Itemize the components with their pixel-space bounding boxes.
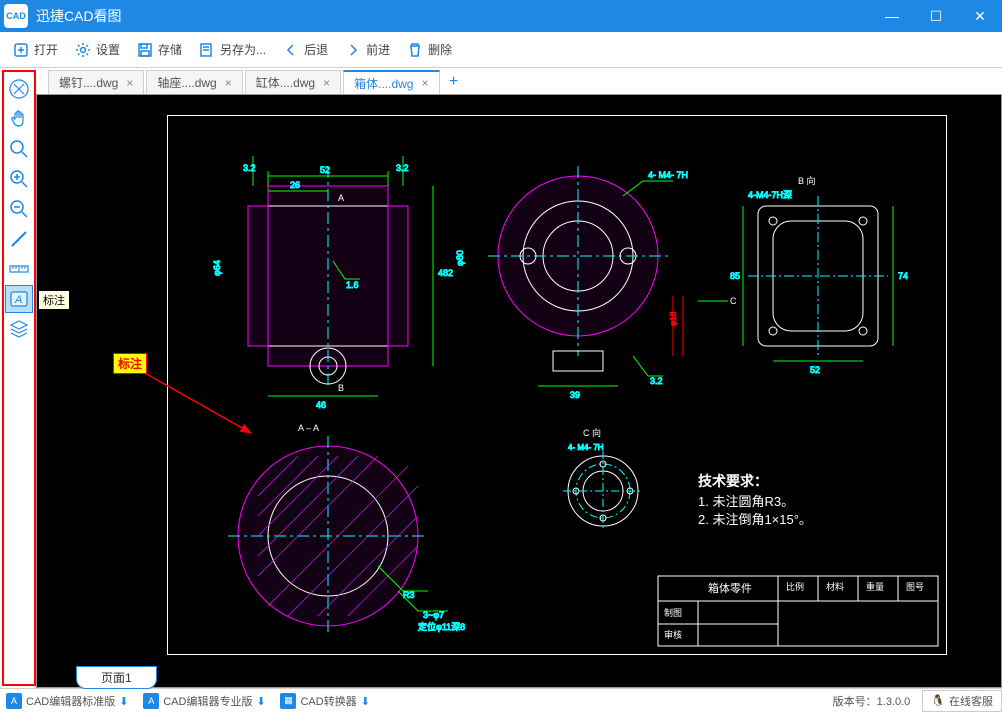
status-link-std[interactable]: ACAD编辑器标准版⬇ [0,691,137,711]
zoom-tool[interactable] [5,135,33,163]
open-button[interactable]: 打开 [4,37,66,63]
select-tool[interactable] [5,75,33,103]
forward-icon [344,41,362,59]
svg-text:审核: 审核 [664,629,682,640]
pan-tool[interactable] [5,105,33,133]
svg-text:箱体零件: 箱体零件 [708,581,752,595]
tab-4[interactable]: 箱体....dwg× [343,70,439,94]
drawing-frame: 52 26 3.2 3.2 46 482 φ64 A B 1.6 [167,115,947,655]
close-icon[interactable]: × [126,76,133,90]
zoomout-tool[interactable] [5,195,33,223]
close-icon[interactable]: × [225,76,232,90]
status-link-conv[interactable]: ▦CAD转换器⬇ [274,691,378,711]
svg-text:4- M4- 7H: 4- M4- 7H [568,443,604,452]
layers-tool[interactable] [5,315,33,343]
tab-bar: 螺钉....dwg× 轴座....dwg× 缸体....dwg× 箱体....d… [36,68,1002,94]
close-icon[interactable]: × [421,76,428,90]
customer-service-button[interactable]: 🐧在线客服 [922,690,1002,712]
page-tab-1[interactable]: 页面1 [76,666,157,689]
svg-text:482: 482 [438,268,453,278]
cad-drawing: 52 26 3.2 3.2 46 482 φ64 A B 1.6 [168,116,948,656]
svg-text:B: B [338,383,344,393]
svg-text:52: 52 [810,365,820,375]
svg-text:材料: 材料 [826,581,844,592]
line-tool[interactable] [5,225,33,253]
tab-2[interactable]: 轴座....dwg× [146,70,242,94]
svg-text:B 向: B 向 [798,175,816,186]
svg-text:φ64: φ64 [212,260,222,276]
penguin-icon: 🐧 [931,694,945,707]
annotate-tooltip: 标注 [38,290,70,310]
svg-text:φ18: φ18 [669,311,678,326]
close-icon[interactable]: × [323,76,330,90]
svg-text:A – A: A – A [298,423,319,433]
plus-icon [12,41,30,59]
trash-icon [406,41,424,59]
cad-icon: A [143,693,159,709]
svg-text:制图: 制图 [664,607,682,618]
svg-text:3.2: 3.2 [396,163,409,173]
minimize-button[interactable]: — [870,0,914,32]
svg-text:C 向: C 向 [583,427,601,438]
svg-text:4-M4-7H深: 4-M4-7H深 [748,190,792,200]
svg-text:3.2: 3.2 [650,376,663,386]
measure-tool[interactable] [5,255,33,283]
svg-text:图号: 图号 [906,582,924,592]
app-title: 迅捷CAD看图 [36,6,870,26]
svg-text:52: 52 [320,165,330,175]
tab-1[interactable]: 螺钉....dwg× [48,70,144,94]
svg-text:74: 74 [898,271,908,281]
download-icon: ⬇ [119,695,131,707]
svg-text:39: 39 [570,390,580,400]
forward-button[interactable]: 前进 [336,37,398,63]
svg-text:3.2: 3.2 [243,163,256,173]
zoomin-tool[interactable] [5,165,33,193]
tab-3[interactable]: 缸体....dwg× [245,70,341,94]
svg-text:1.6: 1.6 [346,280,359,290]
svg-text:A: A [14,294,22,306]
callout-label: 标注 [113,353,147,374]
svg-text:重量: 重量 [866,581,884,592]
save-icon [136,41,154,59]
svg-text:1. 未注圆角R3。: 1. 未注圆角R3。 [698,494,794,509]
version-label: 版本号：1.3.0.0 [833,693,911,709]
svg-text:4- M4- 7H: 4- M4- 7H [648,170,688,180]
svg-text:定位φ11深8: 定位φ11深8 [418,621,465,632]
settings-button[interactable]: 设置 [66,37,128,63]
maximize-button[interactable]: ☐ [914,0,958,32]
svg-text:技术要求：: 技术要求： [698,473,768,489]
svg-text:φ80: φ80 [455,250,465,266]
left-toolbar: A 标注 [2,70,36,686]
svg-text:85: 85 [730,271,740,281]
page-tabs: 页面1 [76,666,157,688]
add-tab-button[interactable]: + [442,70,466,94]
svg-text:2. 未注倒角1×15°。: 2. 未注倒角1×15°。 [698,512,812,527]
saveas-button[interactable]: 另存为... [190,37,274,63]
back-icon [282,41,300,59]
svg-text:46: 46 [316,400,326,410]
svg-text:3~φ7: 3~φ7 [423,610,444,620]
download-icon: ⬇ [361,695,373,707]
close-button[interactable]: ✕ [958,0,1002,32]
save-button[interactable]: 存储 [128,37,190,63]
drawing-canvas[interactable]: 标注 52 [36,94,1002,688]
gear-icon [74,41,92,59]
cad-icon: A [6,693,22,709]
svg-text:26: 26 [290,180,300,190]
download-icon: ⬇ [256,695,268,707]
status-link-pro[interactable]: ACAD编辑器专业版⬇ [137,691,274,711]
delete-button[interactable]: 删除 [398,37,460,63]
svg-text:A: A [338,193,344,203]
svg-text:C: C [730,296,737,306]
svg-text:R3: R3 [403,590,415,600]
svg-text:比例: 比例 [786,581,804,592]
back-button[interactable]: 后退 [274,37,336,63]
cad-icon: ▦ [280,693,296,709]
saveas-icon [198,41,216,59]
app-logo: CAD [4,4,28,28]
annotate-tool[interactable]: A 标注 [5,285,33,313]
